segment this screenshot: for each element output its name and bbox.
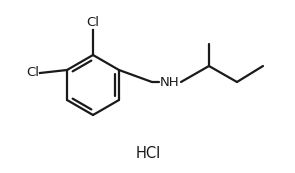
Text: Cl: Cl: [26, 66, 39, 80]
Text: NH: NH: [160, 75, 180, 89]
Text: Cl: Cl: [86, 16, 99, 29]
Text: HCl: HCl: [135, 145, 160, 161]
